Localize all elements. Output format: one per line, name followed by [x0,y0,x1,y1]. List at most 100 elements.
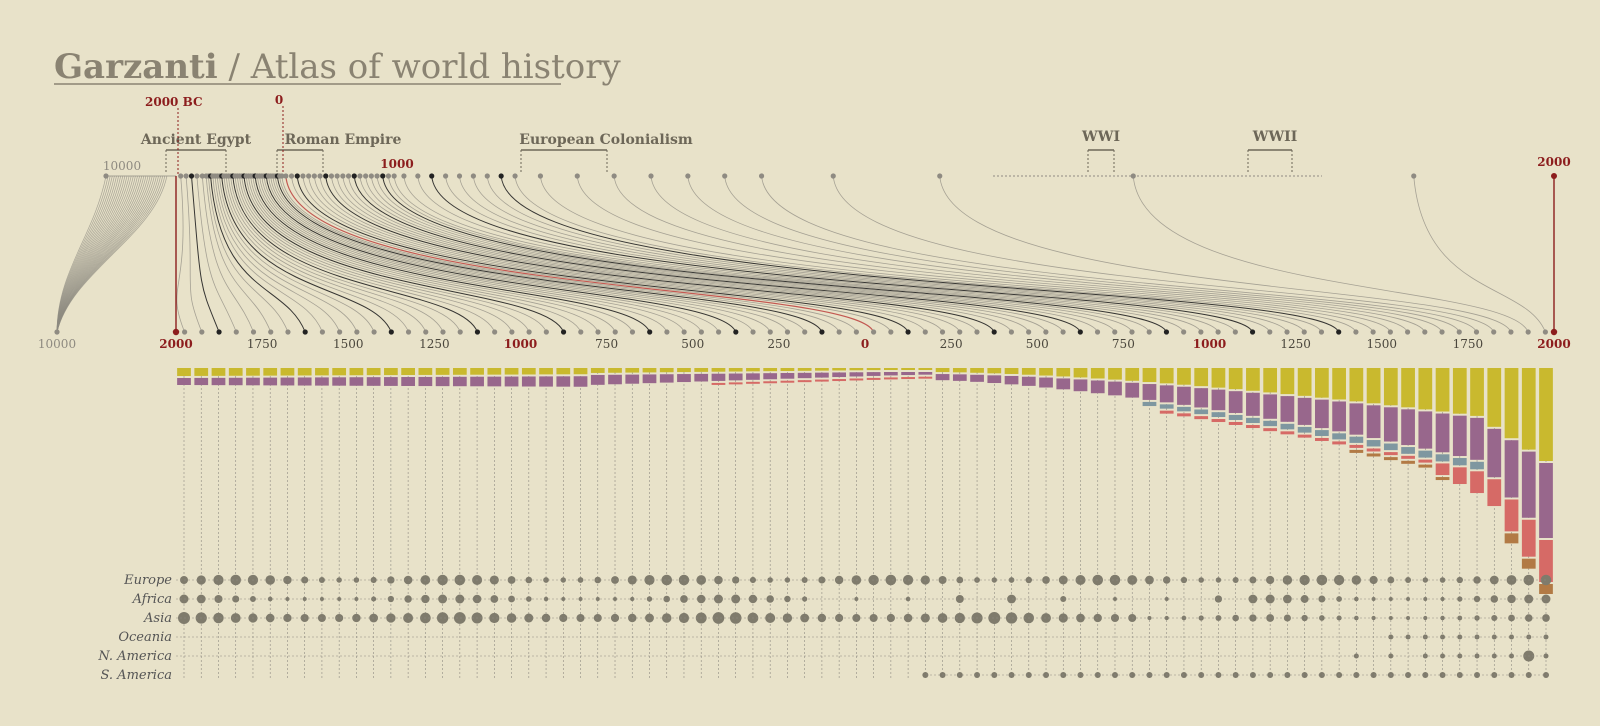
bottom-dot [1249,329,1256,335]
era-bracket: European Colonialism [519,132,693,174]
area-bar-segment [1332,441,1346,445]
area-bar-segment [556,368,571,375]
bottom-dot [354,329,360,335]
early-curve [56,175,161,333]
region-dot [387,595,395,603]
axis-tick-label: 750 [1112,337,1135,351]
timeline-curve [196,175,237,333]
timeline-curve [214,175,341,333]
timeline-curve [724,175,1460,333]
bottom-dot [681,329,687,335]
top-dot [374,173,380,179]
top-dot [470,173,476,179]
region-dot [337,597,342,601]
area-bar-segment [901,372,915,376]
region-dot [1456,576,1463,584]
timeline-curve [403,175,1219,333]
top-dot [351,173,357,179]
area-bar-segment [590,368,605,373]
area-bar-segment [470,376,484,387]
top-dot [199,173,205,179]
timeline-curve [219,175,375,333]
early-curve [56,175,168,333]
region-dot [784,577,791,583]
area-bar-segment [1470,417,1484,460]
area-bar-segment [1418,464,1433,468]
axis-tick-label: 1250 [1280,337,1311,351]
area-bar-segment [1142,384,1157,400]
top-dot [722,173,728,179]
timeline-curve [254,175,651,333]
bottom-dot [1542,329,1548,335]
area-bar-segment [1401,447,1415,454]
area-bar-segment [659,368,674,373]
era-bracket: WWI [1081,129,1120,174]
area-bar-segment [797,372,812,379]
region-dot [611,576,619,584]
timeline-curve [1413,175,1546,333]
top-dot [498,173,504,179]
timeline-curve [252,175,633,333]
top-dot [385,173,392,179]
region-dot [1507,594,1516,604]
area-bar-segment [1366,440,1381,447]
area-bar-segment [1470,461,1484,470]
axis-tick-label: 0 [861,337,869,351]
region-dot [886,613,895,623]
region-dot [1146,672,1153,678]
timeline-curve [176,175,185,333]
area-bar-segment [1108,368,1122,380]
axis-tick-label: 250 [767,337,790,351]
timeline-curve [221,175,392,333]
region-dot [1232,614,1239,622]
region-dot [265,613,275,623]
top-dot [306,173,312,179]
timeline-curve [486,175,1322,333]
bottom-dot [698,329,704,335]
top-dot [1130,173,1136,179]
area-bar-segment [746,373,760,380]
timeline-curve [331,175,1012,333]
bottom-dot [733,329,739,335]
area-bar-segment [349,368,364,376]
area-bar-segment [280,368,295,376]
bottom-dot [319,329,326,335]
timeline-dots [54,173,1558,336]
axis-tick-10000: 10000 [38,337,76,351]
timeline-curve [207,175,289,333]
region-dot [1508,614,1515,622]
area-bar-segment [1418,459,1433,463]
bottom-dot [905,329,911,335]
top-dot [183,173,189,179]
bottom-dot [664,329,670,335]
area-bar-segment [1539,463,1553,538]
area-bar-segment [590,374,605,385]
region-dot [1440,653,1446,659]
area-bar-segment [1521,451,1536,518]
axis-tick-label: 500 [1026,337,1049,351]
region-dot [732,576,740,584]
region-dot [834,575,844,585]
timeline-curve [216,175,358,333]
region-dot [974,672,981,678]
bottom-dot [1129,329,1135,335]
region-dot [1388,615,1393,621]
bottom-dot [1284,329,1290,335]
area-bar-segment [315,377,329,386]
area-bar-segment [970,368,984,373]
region-dot [661,613,672,623]
area-bar-segment [1383,452,1398,456]
era-brackets: Ancient Egypt Roman Empire European Coloni… [140,106,1322,177]
timeline-curve [261,175,702,333]
region-dot [729,612,742,624]
area-bar-segment [297,377,312,386]
area-bar-segment [901,377,915,380]
marker-10000-top: 10000 [103,159,141,173]
area-bar-segment [1452,368,1467,414]
area-bar-segment [1056,368,1071,377]
bottom-dot [509,329,515,335]
region-dot [1457,653,1463,659]
timeline-curve [613,175,1408,333]
timeline-curve [234,175,496,333]
region-dot [1232,577,1239,583]
